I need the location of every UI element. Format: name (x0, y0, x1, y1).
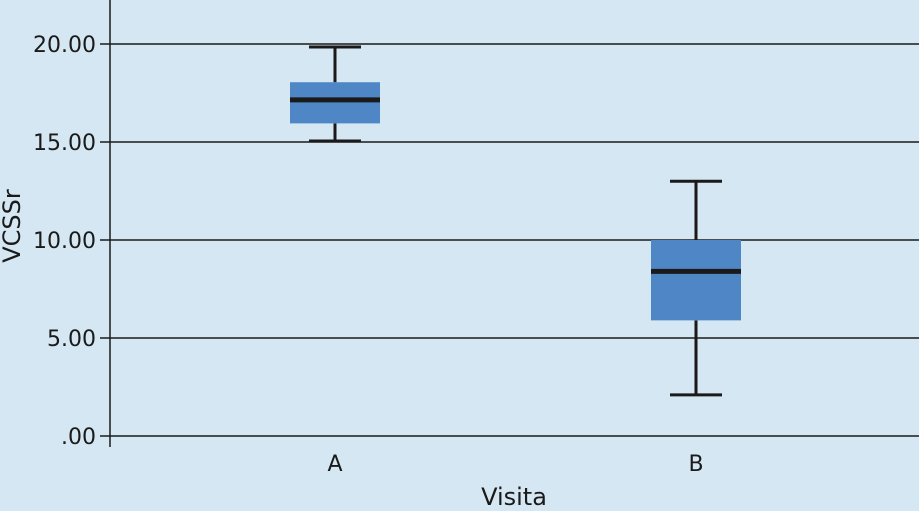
y-tick-label: 10.00 (33, 229, 96, 254)
y-tick-label: 5.00 (47, 327, 96, 352)
x-axis-title: Visita (481, 483, 547, 506)
x-tick-label: A (327, 452, 342, 477)
y-tick-label: .00 (61, 425, 96, 450)
iqr-box (290, 82, 380, 124)
labels: .00 5.00 10.00 15.00 20.00 A B (33, 33, 704, 477)
gridlines (110, 43, 919, 339)
boxes (290, 45, 741, 397)
axes (100, 0, 919, 447)
y-tick-label: 20.00 (33, 33, 96, 58)
box-B (651, 179, 741, 397)
y-tick-label: 15.00 (33, 131, 96, 156)
y-axis-title: VCSSr (0, 189, 26, 263)
x-tick-label: B (688, 452, 703, 477)
iqr-box (651, 240, 741, 321)
box-A (290, 45, 380, 143)
